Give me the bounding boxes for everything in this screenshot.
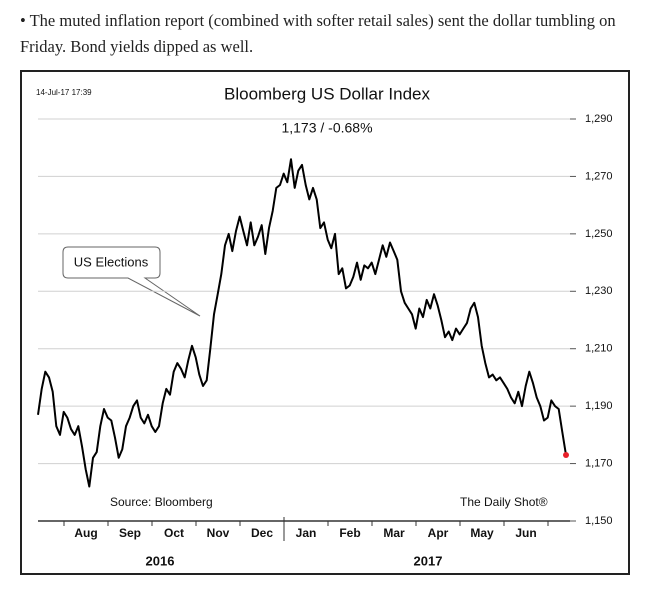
x-tick-label: Nov [207, 526, 230, 540]
y-tick-label: 1,290 [585, 113, 613, 125]
x-tick-label: Mar [383, 526, 405, 540]
annotation: US Elections [74, 254, 149, 269]
subtitle: 1,173 / -0.68% [281, 120, 372, 136]
x-tick-label: Aug [74, 526, 97, 540]
y-tick-label: 1,170 [585, 457, 613, 469]
chart-frame [20, 70, 630, 575]
chart-title: Bloomberg US Dollar Index [224, 84, 430, 103]
x-tick-label: Apr [428, 526, 449, 540]
year-label: 2017 [414, 553, 443, 568]
x-tick-label: Dec [251, 526, 273, 540]
y-tick-label: 1,230 [585, 285, 613, 297]
x-tick-label: Jun [515, 526, 536, 540]
credit: The Daily Shot® [460, 495, 548, 509]
header-text: • The muted inflation report (combined w… [20, 11, 616, 56]
callout [62, 246, 201, 317]
y-tick-label: 1,210 [585, 343, 613, 355]
source: Source: Bloomberg [110, 495, 213, 509]
line [37, 158, 567, 488]
x-tick-label: Oct [164, 526, 184, 540]
x-tick-label: Jan [296, 526, 317, 540]
x-tick-label: Feb [339, 526, 360, 540]
x-tick-label: May [470, 526, 494, 540]
x-tick-label: Sep [119, 526, 141, 540]
year-label: 2016 [146, 553, 175, 568]
y-tick-label: 1,190 [585, 400, 613, 412]
timestamp: 14-Jul-17 17:39 [36, 88, 92, 97]
y-tick-label: 1,250 [585, 228, 613, 240]
last-point [563, 451, 569, 458]
y-tick-label: 1,270 [585, 170, 613, 182]
y-tick-label: 1,150 [585, 515, 613, 527]
